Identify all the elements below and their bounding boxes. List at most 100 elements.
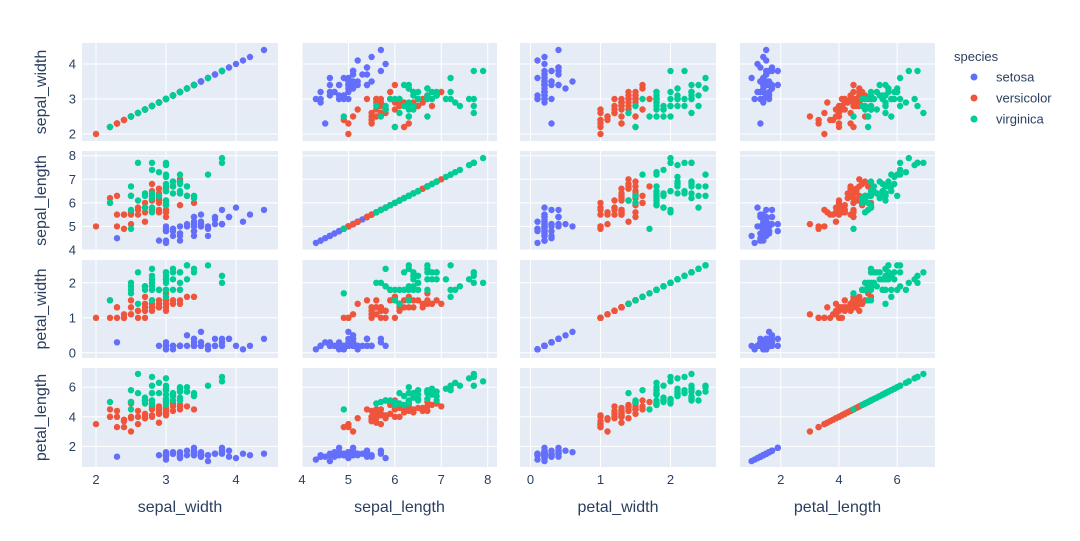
data-point-virginica [428,276,436,283]
legend-item-virginica[interactable]: virginica [970,112,1045,127]
data-point-versicolor [835,109,843,117]
data-point-versicolor [134,307,142,314]
data-point-virginica [914,272,921,279]
data-point-virginica [424,183,431,190]
data-point-versicolor [597,412,604,419]
data-point-versicolor [155,199,163,207]
y-tick-label: 6 [69,195,76,210]
data-point-virginica [653,391,660,398]
data-point-setosa [246,211,254,218]
data-point-setosa [534,239,541,247]
data-point-versicolor [349,113,357,120]
data-point-versicolor [176,406,184,413]
data-point-virginica [176,180,184,188]
data-point-versicolor [824,99,831,106]
points-petal_length-vs-sepal_width [92,370,268,465]
data-point-setosa [183,332,191,339]
data-point-virginica [902,99,910,106]
x-tick-label: 7 [438,472,445,487]
data-point-virginica [428,88,436,96]
data-point-versicolor [611,403,618,410]
data-point-versicolor [414,102,422,110]
data-point-virginica [695,389,702,397]
data-point-versicolor [856,183,863,190]
data-point-setosa [326,232,334,240]
data-point-versicolor [618,412,625,419]
data-point-setosa [548,452,555,459]
data-point-versicolor [844,409,851,416]
data-point-virginica [162,382,170,389]
data-point-versicolor [850,81,857,89]
data-point-setosa [541,95,548,103]
data-point-virginica [433,392,440,400]
data-point-virginica [424,85,431,92]
data-point-versicolor [396,307,403,314]
data-point-virginica [190,194,198,202]
data-point-virginica [127,183,135,190]
data-point-virginica [410,272,417,279]
data-point-virginica [169,183,177,190]
data-point-setosa [312,95,320,103]
data-point-virginica [162,293,170,300]
y-tick-label: 7 [69,172,76,187]
data-point-setosa [190,213,198,221]
data-point-virginica [387,286,394,293]
data-point-virginica [452,286,459,293]
data-point-setosa [760,452,767,459]
data-point-versicolor [141,314,149,321]
data-point-virginica [667,67,674,75]
data-point-versicolor [382,314,389,321]
y-tick-label: 4 [69,57,76,72]
data-point-versicolor [141,209,149,216]
data-point-virginica [653,202,660,209]
data-point-versicolor [354,106,361,113]
data-point-virginica [920,370,927,378]
y-tick-label: 3 [69,92,76,107]
data-point-setosa [548,235,555,242]
data-point-setosa [345,342,352,349]
data-point-virginica [902,169,910,176]
data-point-versicolor [106,314,114,321]
data-point-setosa [555,206,562,214]
data-point-virginica [169,92,177,99]
legend-item-setosa[interactable]: setosa [970,70,1036,85]
data-point-setosa [326,342,334,349]
data-point-versicolor [368,307,375,314]
data-point-virginica [667,159,674,166]
data-point-virginica [859,286,866,293]
data-point-setosa [760,85,767,92]
legend-item-versicolor[interactable]: versicolor [970,91,1053,106]
data-point-setosa [748,232,755,240]
data-point-versicolor [827,211,834,218]
data-point-setosa [541,223,548,230]
data-point-virginica [340,225,347,232]
y-tick-label: 2 [69,127,76,142]
data-point-versicolor [377,102,385,110]
data-point-virginica [169,178,177,185]
data-point-virginica [465,276,473,283]
data-point-virginica [896,269,904,276]
data-point-versicolor [827,418,834,425]
data-point-virginica [867,202,875,209]
data-point-versicolor [597,120,604,127]
data-point-setosa [534,456,541,463]
legend-label: setosa [996,70,1035,85]
data-point-setosa [204,457,212,465]
data-point-versicolor [106,194,114,202]
data-point-virginica [106,297,114,304]
data-point-virginica [660,283,667,290]
data-point-versicolor [419,300,426,307]
legend-label: versicolor [996,91,1052,106]
data-point-virginica [653,95,660,103]
data-point-versicolor [405,304,412,311]
data-point-setosa [368,453,375,460]
data-point-setosa [757,78,764,85]
data-point-setosa [204,225,212,232]
data-point-versicolor [611,206,618,214]
data-point-setosa [765,328,773,335]
points-petal_length-vs-sepal_length [312,370,487,465]
data-point-virginica [639,293,646,300]
data-point-virginica [879,190,886,197]
points-sepal_width-vs-sepal_width [92,46,268,138]
data-point-virginica [470,95,477,103]
